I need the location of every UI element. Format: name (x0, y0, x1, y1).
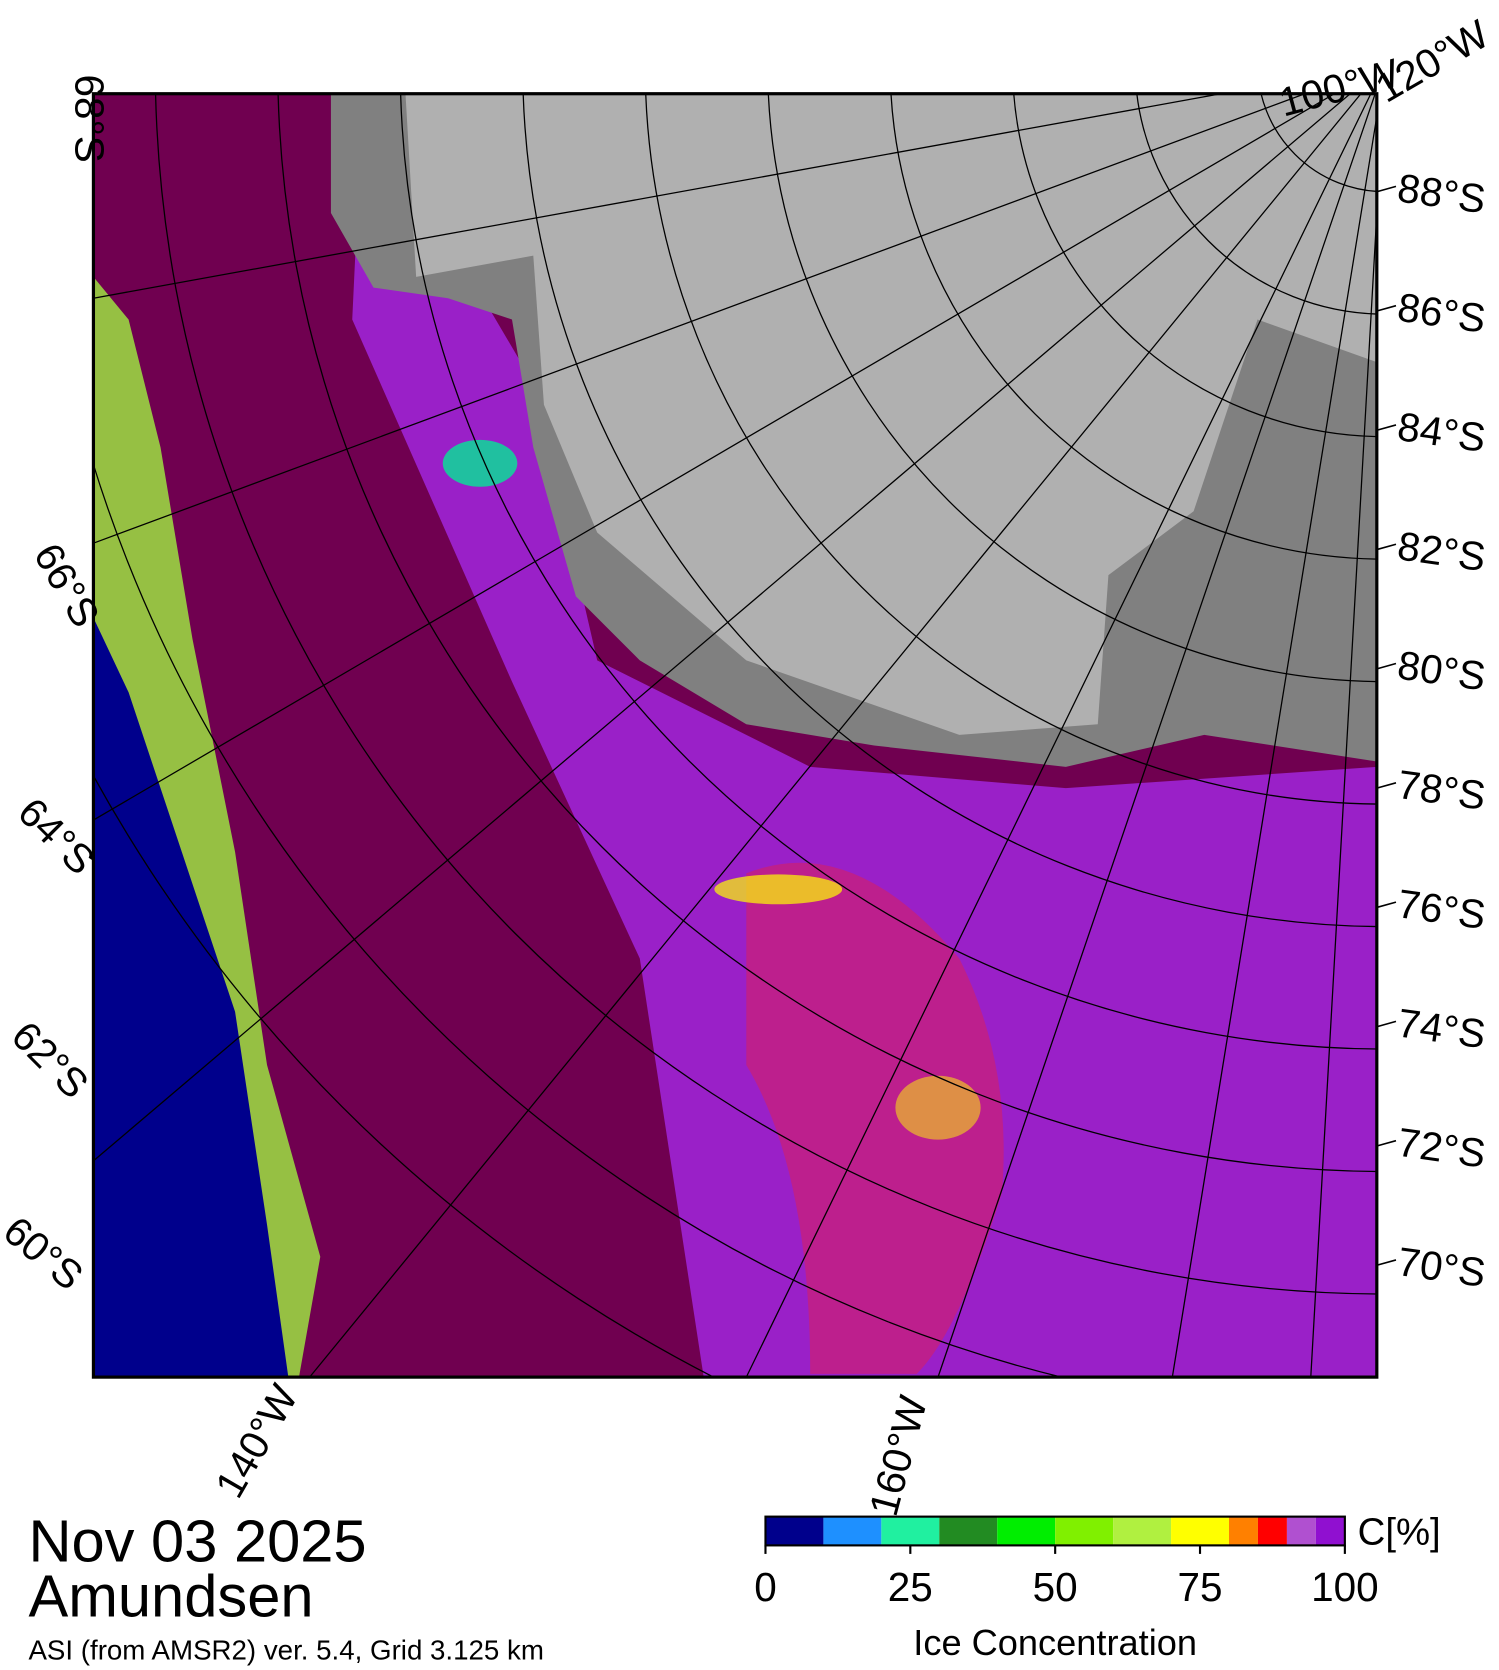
lon-label: 160°W (860, 1390, 936, 1520)
colorbar-tick-label: 75 (1178, 1564, 1223, 1610)
ice-patch (895, 1075, 981, 1140)
lat-label: 88°S (1395, 165, 1489, 223)
lat-label: 74°S (1395, 1000, 1489, 1058)
land (405, 93, 1377, 735)
lat-tick (1376, 782, 1397, 789)
colorbar-bin (1257, 1516, 1287, 1546)
lat-tick (1376, 424, 1397, 432)
lat-label: 78°S (1395, 761, 1489, 819)
lat-label: 86°S (1395, 284, 1489, 342)
meridians (93, 93, 1377, 1378)
lat-tick (1376, 543, 1397, 551)
colorbar-bin (1113, 1516, 1172, 1546)
sea-ice-high (352, 93, 1377, 1378)
lat-tick (1376, 1139, 1397, 1147)
colorbar: 0 25 50 75 100 C[%] Ice Concentration (754, 1510, 1440, 1663)
lat-label: 70°S (1395, 1238, 1489, 1296)
colorbar-bin (1286, 1516, 1316, 1546)
lat-label: 84°S (1395, 403, 1489, 461)
colorbar-tick-label: 100 (1311, 1564, 1379, 1610)
colorbar-bin (1055, 1516, 1114, 1546)
lat-tick (1376, 901, 1397, 909)
colorbar-unit: C[%] (1358, 1510, 1441, 1553)
lat-label: 68°S (66, 75, 112, 163)
lat-tick (1376, 1020, 1397, 1028)
colorbar-bin (765, 1516, 824, 1546)
lat-label: 72°S (1395, 1119, 1489, 1177)
colorbar-tick-label: 0 (754, 1564, 777, 1610)
lat-label: 80°S (1395, 642, 1489, 700)
open-ocean (93, 617, 289, 1378)
source: ASI (from AMSR2) ver. 5.4, Grid 3.125 km (28, 1634, 543, 1665)
colorbar-bin (1315, 1516, 1345, 1546)
colorbar-label: Ice Concentration (913, 1622, 1197, 1663)
lat-tick (1376, 1259, 1397, 1267)
colorbar-bin (939, 1516, 998, 1546)
colorbar-tick-label: 25 (888, 1564, 933, 1610)
polynya (442, 439, 518, 487)
map-frame (91, 92, 1379, 1379)
colorbar-bin (1171, 1516, 1229, 1546)
lat-label: 82°S (1395, 522, 1489, 580)
lat-label: 62°S (3, 1012, 98, 1107)
lat-tick (1376, 304, 1397, 312)
lat-label: 76°S (1395, 880, 1489, 938)
colorbar-tick-label: 50 (1033, 1564, 1078, 1610)
date: Nov 03 2025 (28, 1507, 366, 1574)
colorbar-bin (881, 1516, 940, 1546)
lat-label: 60°S (0, 1207, 92, 1299)
ice-patch (714, 874, 843, 905)
colorbar-bin (997, 1516, 1056, 1546)
graticule (93, 93, 1377, 1378)
colorbar-bin (823, 1516, 882, 1546)
region: Amundsen (28, 1563, 313, 1630)
lon-label: 140°W (206, 1376, 307, 1505)
right-lat-labels: 88°S 86°S 84°S 82°S 80°S 78°S 76°S 74°S 72°S 70°S (1376, 165, 1489, 1296)
lat-tick (1376, 185, 1397, 193)
map-area (93, 93, 1377, 1378)
lat-tick (1376, 662, 1397, 670)
colorbar-bin (1228, 1516, 1258, 1546)
lat-label: 64°S (9, 789, 104, 884)
lon-label: 120°W (1368, 10, 1497, 111)
